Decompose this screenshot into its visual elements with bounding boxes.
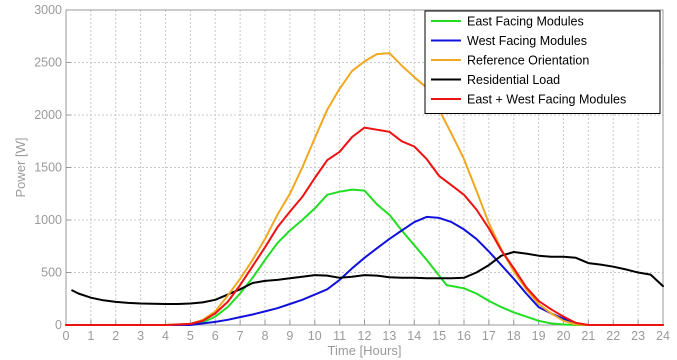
x-tick-label: 8 bbox=[262, 329, 269, 343]
x-tick-label: 21 bbox=[581, 329, 595, 343]
axes bbox=[65, 9, 664, 326]
x-tick-label: 5 bbox=[187, 329, 194, 343]
series-line-east-west-facing-modules bbox=[65, 126, 664, 326]
series-line-east-facing-modules bbox=[65, 188, 664, 326]
x-tick-label: 20 bbox=[557, 329, 571, 343]
y-tick-label: 1000 bbox=[34, 213, 62, 227]
y-tick-label: 0 bbox=[55, 318, 62, 332]
x-tick-label: 23 bbox=[631, 329, 645, 343]
x-tick-label: 16 bbox=[457, 329, 471, 343]
x-tick-label: 19 bbox=[532, 329, 546, 343]
legend-label: Residential Load bbox=[467, 73, 560, 87]
x-tick-label: 14 bbox=[407, 329, 421, 343]
x-tick-label: 12 bbox=[358, 329, 372, 343]
x-tick-label: 9 bbox=[286, 329, 293, 343]
x-tick-label: 7 bbox=[237, 329, 244, 343]
series-line-residential-load bbox=[71, 251, 664, 305]
x-tick-label: 17 bbox=[482, 329, 496, 343]
y-tick-label: 2500 bbox=[34, 56, 62, 70]
x-tick-label: 10 bbox=[308, 329, 322, 343]
legend-label: West Facing Modules bbox=[467, 34, 587, 48]
legend-label: Reference Orientation bbox=[467, 54, 589, 68]
legend-box bbox=[424, 10, 661, 114]
legend-label: East Facing Modules bbox=[467, 15, 584, 29]
x-axis-title: Time [Hours] bbox=[328, 343, 402, 358]
legend-label: East + West Facing Modules bbox=[467, 93, 626, 107]
x-tick-label: 3 bbox=[137, 329, 144, 343]
x-tick-label: 18 bbox=[507, 329, 521, 343]
x-tick-label: 13 bbox=[382, 329, 396, 343]
tick-labels: 0 1 2 3 4 5 6 7 8 9 10 11 12 13 14 15 16 17 18 19 20 21 22 23 24… bbox=[34, 3, 670, 343]
y-axis-title: Power [W] bbox=[13, 138, 28, 198]
x-tick-label: 4 bbox=[162, 329, 169, 343]
x-tick-label: 22 bbox=[606, 329, 620, 343]
x-tick-label: 24 bbox=[656, 329, 670, 343]
x-tick-label: 11 bbox=[333, 329, 346, 343]
x-tick-label: 15 bbox=[432, 329, 446, 343]
x-tick-label: 2 bbox=[112, 329, 119, 343]
y-tick-label: 500 bbox=[41, 266, 62, 280]
series-line-west-facing-modules bbox=[65, 215, 664, 326]
x-tick-label: 1 bbox=[87, 329, 94, 343]
series-line-reference-orientation bbox=[65, 52, 664, 326]
y-tick-label: 2000 bbox=[34, 108, 62, 122]
x-tick-label: 6 bbox=[212, 329, 219, 343]
legend: East Facing Modules West Facing Modules Re… bbox=[424, 10, 661, 114]
y-tick-label: 1500 bbox=[34, 161, 62, 175]
series-lines bbox=[65, 52, 664, 326]
x-tick-label: 0 bbox=[63, 329, 70, 343]
y-tick-label: 3000 bbox=[34, 3, 62, 17]
